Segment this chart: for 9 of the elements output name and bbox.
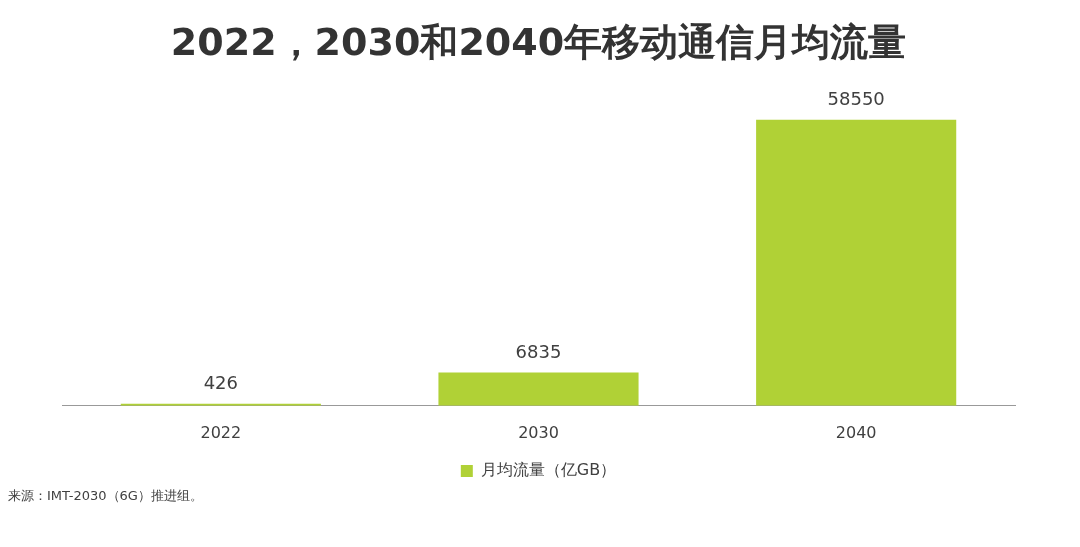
data-label: 6835 <box>515 341 562 363</box>
source-note: 来源：IMT-2030（6G）推进组。 <box>8 488 203 504</box>
chart-title: 2022，2030和2040年移动通信月均流量 <box>170 19 907 64</box>
x-tick-label: 2040 <box>835 422 877 442</box>
x-tick-label: 2030 <box>518 422 559 442</box>
legend-label: 月均流量（亿GB） <box>480 460 617 480</box>
x-tick-label: 2022 <box>200 422 242 442</box>
data-label: 58550 <box>827 88 885 110</box>
data-label: 426 <box>203 372 239 394</box>
